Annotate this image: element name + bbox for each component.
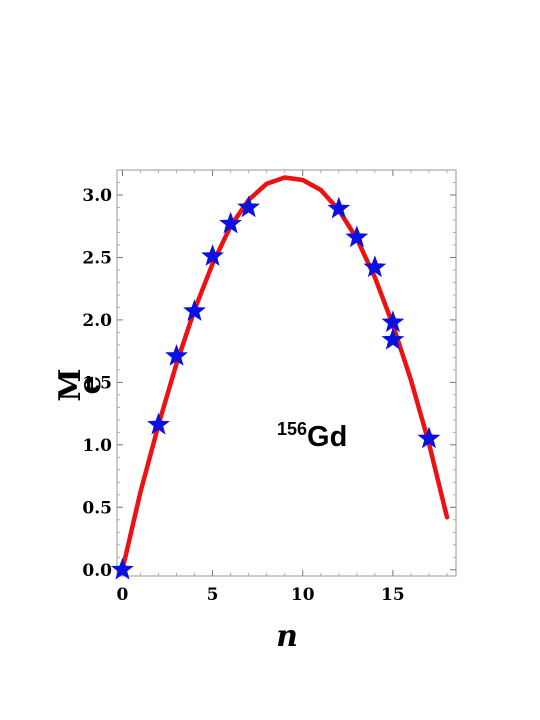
plot-frame	[116, 169, 457, 577]
y-tick-label: 1.5	[82, 373, 112, 393]
data-point-star	[147, 412, 170, 435]
data-point-star	[381, 327, 405, 350]
fit-curve	[120, 175, 450, 573]
y-axis-title-main: M	[53, 368, 88, 401]
x-axis-title: n	[276, 619, 298, 654]
data-point-star	[363, 255, 387, 278]
data-point-star	[327, 196, 351, 219]
x-tick-label: 0	[116, 585, 128, 605]
y-tick-label: 2.0	[82, 311, 112, 331]
nucleus-annotation: 156Gd	[277, 419, 347, 453]
curve-layer	[120, 175, 450, 573]
y-axis-title: M e	[53, 368, 108, 401]
y-tick-label: 3.0	[82, 186, 112, 206]
x-tick-label: 15	[381, 585, 405, 605]
points-layer	[111, 195, 441, 580]
data-point-star	[183, 299, 206, 321]
x-tick-label: 5	[207, 585, 219, 605]
data-point-star	[237, 195, 260, 218]
y-tick-label: 1.0	[82, 436, 112, 456]
y-tick-label: 0.5	[82, 498, 112, 518]
y-tick-label: 0.0	[82, 561, 112, 581]
data-point-star	[219, 211, 242, 234]
annotation-label: Gd	[307, 421, 347, 453]
y-axis-title-sub: e	[73, 375, 108, 394]
data-point-star	[201, 244, 224, 266]
labels-layer: 0 5 10 15 0.0 0.5 1.0 1.5 2.0 2.5 3.0	[82, 186, 404, 605]
annotation-superscript: 156	[277, 419, 307, 439]
y-tick-label: 2.5	[82, 248, 112, 268]
data-point-star	[345, 225, 369, 248]
data-point-star	[165, 344, 188, 366]
data-point-star	[417, 426, 441, 449]
x-tick-label: 10	[291, 585, 315, 605]
data-point-star	[111, 557, 134, 580]
ticks-layer	[117, 170, 456, 576]
data-point-star	[381, 310, 405, 333]
